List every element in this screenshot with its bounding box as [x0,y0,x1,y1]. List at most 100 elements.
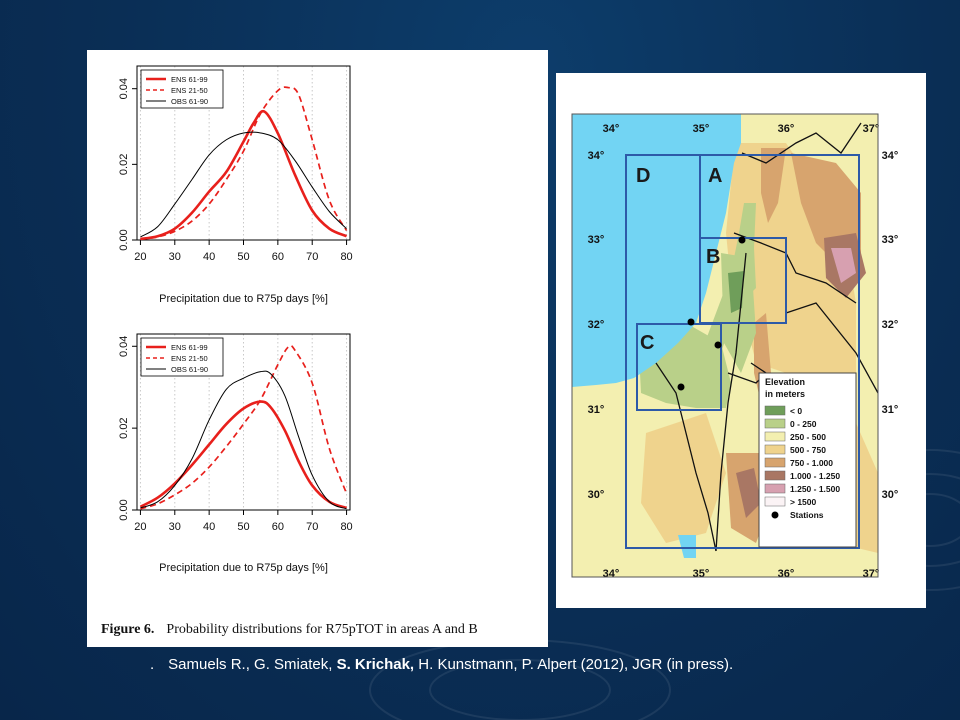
lat-label-right: 31° [882,404,899,416]
y-tick-label: 0.04 [118,336,130,357]
station-marker [687,318,695,326]
lon-label-bottom: 36° [778,568,795,580]
legend-label: ENS 21-50 [171,86,208,95]
legend-item-label: 250 - 500 [790,432,826,442]
legend-color-swatch [764,418,786,429]
gulf-area [678,535,696,558]
x-tick-label: 80 [340,251,352,263]
lon-label-top: 37° [863,123,880,135]
x-tick-label: 60 [272,251,284,263]
series-line-3 [140,370,347,510]
map-panel: 34° 34° 35° 35° 36° 36° 37° 37° 34° 34° 33° 33° 32° 3… [556,73,926,608]
legend-box [140,337,224,377]
lon-label-bottom: 35° [693,568,710,580]
series-line-2 [140,344,348,510]
citation-bold-author: S. Krichak, [336,656,415,673]
x-tick-label: 70 [306,521,318,533]
y-tick-label: 0.02 [118,154,130,175]
figure-caption-text: Probability distributions for R75pTOT in… [166,622,478,637]
region-box-c [636,323,722,411]
citation: . Samuels R., G. Smiatek, S. Krichak, H. … [150,656,733,673]
figure-panel: 20 30 40 50 60 70 80 0.00 0.02 0.04 Precipitation … [87,50,548,647]
legend-label: ENS 21-50 [171,354,208,363]
stations [677,236,746,391]
citation-rest: H. Kunstmann, P. Alpert (2012), JGR (in … [414,656,734,673]
region-label-d: D [636,165,650,187]
legend-title-line2: in meters [765,389,805,399]
legend-item-label: < 0 [790,406,802,416]
legend-box [140,69,224,109]
x-tick-label: 30 [169,251,181,263]
lat-label-left: 31° [588,404,605,416]
lat-label-left: 33° [588,234,605,246]
series-line-3 [140,131,347,238]
lon-label-top: 34° [603,123,620,135]
y-tick-label: 0.00 [118,229,130,250]
chart-1: 20 30 40 50 60 70 80 0.00 0.02 0.04 Precipitation … [118,65,353,305]
legend-title-line1: Elevation [765,377,805,387]
legend-label: OBS 61-90 [171,97,208,106]
x-tick-label: 60 [272,521,284,533]
probability-distribution-charts: 20 30 40 50 60 70 80 0.00 0.02 0.04 Precipitation … [118,65,353,574]
legend-color-swatch [764,483,786,494]
x-axis-label: Precipitation due to R75p days [%] [159,293,328,305]
outer-domain-box [625,154,860,549]
legend-color-swatch [764,496,786,507]
legend-color-swatch [764,431,786,442]
lat-label-right: 33° [882,234,899,246]
legend-stations-label: Stations [790,510,824,520]
below-sea-level-area [728,271,744,313]
legend-station-marker [771,511,779,519]
region-label-b: B [706,246,720,268]
y-tick-label: 0.02 [118,417,130,438]
lat-label-left: 30° [588,489,605,501]
x-tick-label: 30 [169,521,181,533]
coastal-plain [674,203,756,403]
sea-area [572,114,741,387]
lon-label-bottom: 34° [603,568,620,580]
legend-color-swatch [764,405,786,416]
x-axis-label: Precipitation due to R75p days [%] [159,562,328,574]
lon-label-top: 35° [693,123,710,135]
x-tick-label: 20 [134,251,146,263]
legend-label: ENS 61-99 [171,75,208,84]
citation-authors-start: Samuels R., G. Smiatek, [168,656,337,673]
figure-caption-label: Figure 6. [101,622,155,637]
legend-color-swatch [764,444,786,455]
station-marker [714,341,722,349]
elevation-legend: Elevation in meters < 0 0 - 250 250 - 500 5… [758,372,857,548]
legend-item-label: 0 - 250 [790,419,817,429]
lon-label-top: 36° [778,123,795,135]
x-tick-label: 40 [203,251,215,263]
series-line-1 [139,400,348,510]
region-label-c: C [640,332,654,354]
x-tick-label: 50 [237,251,249,263]
x-tick-label: 40 [203,521,215,533]
elevation-map: 34° 34° 35° 35° 36° 36° 37° 37° 34° 34° 33° 33° 32° 3… [571,113,899,580]
lat-label-left: 32° [588,319,605,331]
station-marker [738,236,746,244]
legend-item-label: 1.000 - 1.250 [790,471,840,481]
chart-2: 20 30 40 50 60 70 80 0.00 0.02 0.04 Precipitation … [118,333,353,574]
lat-label-right: 32° [882,319,899,331]
lat-label-right: 30° [882,489,899,501]
legend-label: ENS 61-99 [171,343,208,352]
x-tick-label: 50 [237,521,249,533]
legend-item-label: > 1500 [790,497,817,507]
legend-item-label: 750 - 1.000 [790,458,833,468]
station-marker [677,383,685,391]
y-tick-label: 0.00 [118,499,130,520]
x-tick-label: 80 [340,521,352,533]
citation-bullet: . [150,656,155,673]
figure-caption: Figure 6. Probability distributions for R… [101,622,548,638]
legend-item-label: 1.250 - 1.500 [790,484,840,494]
legend-label: OBS 61-90 [171,365,208,374]
legend-item-label: 500 - 750 [790,445,826,455]
x-tick-label: 70 [306,251,318,263]
legend-color-swatch [764,457,786,468]
region-label-a: A [708,165,722,187]
lat-label-right: 34° [882,150,899,162]
borders [655,122,879,552]
lat-label-left: 34° [588,150,605,162]
region-boxes [625,154,860,549]
